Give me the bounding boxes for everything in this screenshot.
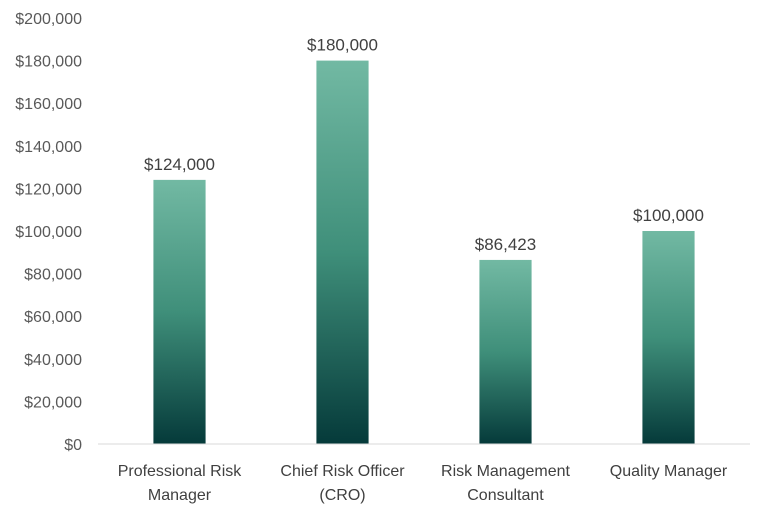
y-tick-label: $140,000 xyxy=(15,139,82,156)
x-tick-label: Chief Risk Officer xyxy=(280,463,405,480)
y-tick-label: $180,000 xyxy=(15,54,82,71)
y-tick-label: $80,000 xyxy=(24,267,82,284)
x-tick-label: Quality Manager xyxy=(610,463,728,480)
y-tick-label: $120,000 xyxy=(15,181,82,198)
x-tick-label: Professional Risk xyxy=(118,463,243,480)
y-tick-label: $60,000 xyxy=(24,309,82,326)
data-label: $86,423 xyxy=(475,235,536,254)
bar xyxy=(153,179,206,444)
y-tick-label: $40,000 xyxy=(24,352,82,369)
y-tick-label: $200,000 xyxy=(15,11,82,28)
x-tick-label: Manager xyxy=(148,487,212,504)
y-tick-label: $0 xyxy=(64,437,82,454)
y-axis: $0 $20,000 $40,000 $60,000 $80,000 $100,000 $1… xyxy=(15,11,82,454)
y-tick-label: $160,000 xyxy=(15,96,82,113)
bar xyxy=(316,60,369,444)
x-tick-label: (CRO) xyxy=(319,487,365,504)
data-label: $100,000 xyxy=(633,206,704,225)
data-labels: $124,000 $180,000 $86,423 $100,000 xyxy=(144,36,704,254)
y-tick-label: $20,000 xyxy=(24,394,82,411)
x-tick-label: Consultant xyxy=(467,487,544,504)
bar xyxy=(479,259,532,444)
y-tick-label: $100,000 xyxy=(15,224,82,241)
data-label: $124,000 xyxy=(144,155,215,174)
x-tick-label: Risk Management xyxy=(441,463,571,480)
bars xyxy=(153,60,695,444)
x-axis: Professional Risk Manager Chief Risk Offic… xyxy=(98,443,750,504)
bar xyxy=(642,231,695,444)
data-label: $180,000 xyxy=(307,36,378,55)
